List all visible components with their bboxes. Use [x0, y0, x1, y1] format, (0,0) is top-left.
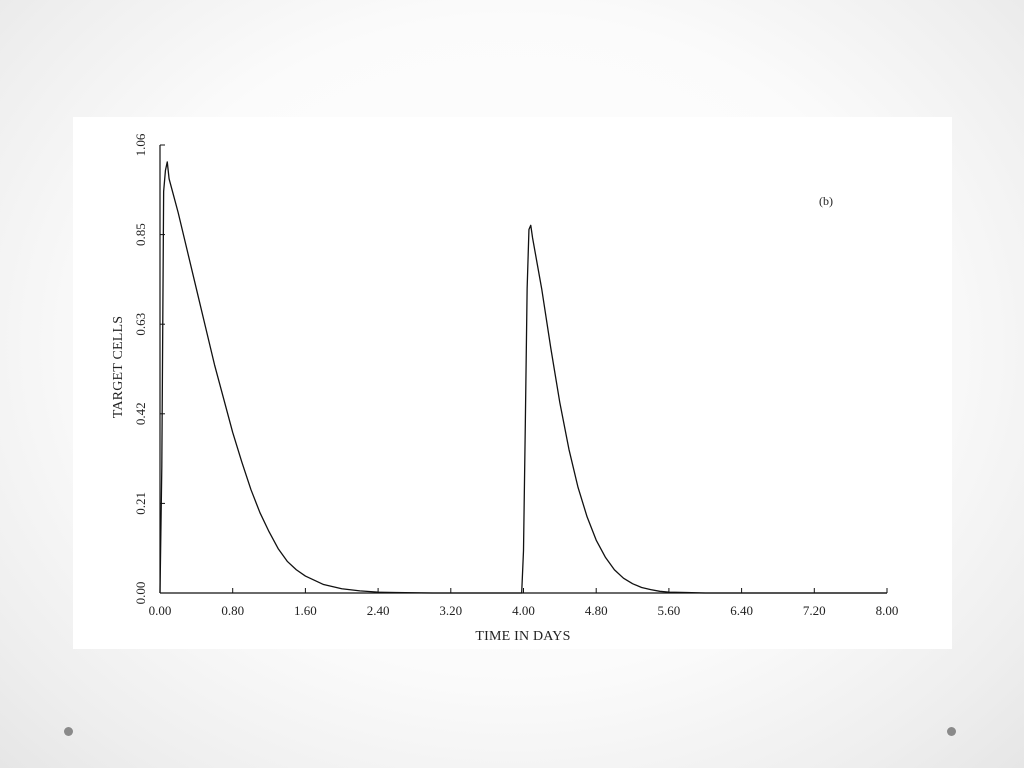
x-axis-title: TIME IN DAYS [475, 629, 570, 644]
x-tick-label: 0.00 [149, 603, 172, 618]
figure-panel: 0.00 0.80 1.60 2.40 3.20 4.00 4.80 5.60 6.40 7.20… [73, 117, 952, 649]
slide-dot-right [947, 727, 956, 736]
panel-label: (b) [819, 194, 833, 208]
slide-dot-left [64, 727, 73, 736]
y-tick-label: 0.85 [133, 223, 148, 246]
target-cells-chart: 0.00 0.80 1.60 2.40 3.20 4.00 4.80 5.60 6.40 7.20… [111, 133, 899, 644]
x-tick-label: 3.20 [439, 603, 462, 618]
y-tick-label: 1.06 [133, 133, 148, 156]
y-tick-label: 0.21 [133, 492, 148, 515]
y-tick-label: 0.42 [133, 402, 148, 425]
x-tick-label: 6.40 [730, 603, 753, 618]
y-axis-title: TARGET CELLS [111, 316, 126, 419]
y-axis-ticks: 0.00 0.21 0.42 0.63 0.85 1.06 [133, 133, 165, 604]
x-axis-ticks: 0.00 0.80 1.60 2.40 3.20 4.00 4.80 5.60 6.40 7.20… [149, 588, 899, 618]
x-tick-label: 5.60 [658, 603, 681, 618]
y-tick-label: 0.63 [133, 313, 148, 336]
x-tick-label: 2.40 [367, 603, 390, 618]
x-tick-label: 0.80 [221, 603, 244, 618]
series-line-target-cells [159, 161, 887, 594]
x-tick-label: 1.60 [294, 603, 317, 618]
x-tick-label: 8.00 [876, 603, 899, 618]
x-tick-label: 4.00 [512, 603, 535, 618]
x-tick-label: 4.80 [585, 603, 608, 618]
y-tick-label: 0.00 [133, 582, 148, 605]
x-tick-label: 7.20 [803, 603, 826, 618]
